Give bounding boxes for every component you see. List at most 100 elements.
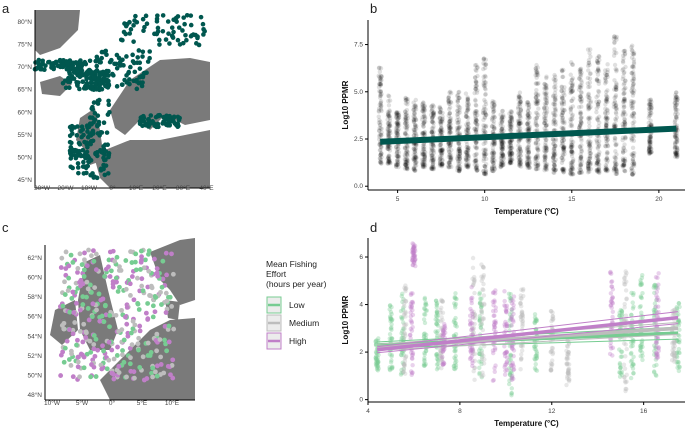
- data-point: [517, 158, 522, 163]
- data-point: [395, 121, 400, 127]
- y-tick-label: 5.0: [354, 89, 363, 96]
- panel-label-a: a: [2, 1, 10, 16]
- lat-tick-label: 75°N: [17, 41, 32, 49]
- data-point: [387, 157, 392, 162]
- survey-point: [90, 70, 95, 75]
- data-point: [393, 134, 399, 140]
- data-point: [490, 104, 495, 109]
- data-point: [385, 109, 391, 115]
- fishing-effort-point: [166, 323, 172, 329]
- data-point: [386, 158, 391, 164]
- data-point: [673, 90, 679, 95]
- data-point: [394, 127, 399, 132]
- data-point: [631, 161, 637, 167]
- fishing-effort-point: [81, 267, 87, 273]
- data-point: [630, 136, 635, 142]
- data-point: [552, 100, 557, 105]
- fishing-effort-point: [66, 275, 72, 281]
- data-point: [385, 146, 390, 151]
- data-point: [403, 162, 408, 168]
- data-point: [578, 67, 583, 72]
- survey-point: [85, 134, 91, 140]
- data-point: [628, 375, 634, 381]
- data-point: [631, 370, 636, 376]
- data-point: [621, 70, 627, 76]
- data-point: [621, 157, 626, 163]
- data-point: [385, 112, 391, 117]
- fishing-effort-point: [169, 303, 175, 309]
- data-point: [535, 69, 540, 75]
- data-point: [452, 363, 457, 369]
- data-point: [395, 158, 400, 163]
- legend-label-medium: Medium: [289, 318, 319, 328]
- survey-point: [152, 31, 157, 37]
- data-point: [560, 74, 566, 80]
- fishing-effort-point: [114, 254, 120, 260]
- data-point: [612, 99, 618, 104]
- survey-point: [175, 37, 181, 43]
- data-point: [394, 153, 399, 159]
- data-point: [470, 326, 475, 331]
- fishing-effort-point: [81, 321, 87, 327]
- data-point: [677, 304, 682, 310]
- data-point: [533, 95, 539, 100]
- data-point: [675, 153, 680, 158]
- data-point: [588, 160, 593, 166]
- data-point: [377, 81, 382, 87]
- survey-point: [148, 113, 154, 118]
- data-point: [394, 115, 399, 120]
- data-point: [402, 109, 408, 114]
- x-tick-label: 5: [396, 196, 400, 203]
- fishing-effort-point: [155, 273, 161, 279]
- survey-point: [139, 83, 145, 89]
- data-point: [379, 92, 384, 97]
- data-point: [587, 151, 592, 156]
- data-point: [479, 350, 485, 356]
- data-point: [389, 325, 394, 330]
- data-point: [410, 353, 415, 358]
- fishing-effort-point: [82, 250, 87, 256]
- data-point: [402, 166, 408, 171]
- data-point: [378, 99, 384, 104]
- data-point: [438, 142, 443, 147]
- data-point: [396, 115, 401, 121]
- data-point: [673, 135, 678, 140]
- data-point: [421, 124, 426, 129]
- data-point: [414, 155, 419, 161]
- data-point: [542, 97, 548, 102]
- fishing-effort-point: [145, 301, 151, 306]
- data-point: [673, 140, 678, 145]
- data-point: [596, 61, 601, 66]
- data-point: [404, 122, 409, 128]
- data-point: [404, 127, 409, 133]
- data-point: [605, 110, 610, 116]
- data-point: [378, 82, 383, 87]
- y-axis-label: Log10 PPMR: [341, 80, 350, 129]
- data-point: [395, 128, 400, 133]
- data-point: [403, 322, 409, 327]
- data-point: [455, 103, 460, 108]
- data-point: [393, 130, 399, 135]
- data-point: [588, 166, 593, 172]
- survey-point: [90, 138, 96, 144]
- survey-point: [123, 31, 128, 37]
- data-point: [395, 160, 400, 165]
- data-point: [605, 116, 610, 121]
- data-point: [385, 144, 390, 150]
- data-point: [387, 118, 393, 124]
- data-point: [403, 125, 408, 130]
- fishing-effort-point: [113, 275, 119, 281]
- data-point: [604, 139, 609, 144]
- survey-point: [142, 24, 147, 30]
- data-point: [378, 78, 383, 83]
- data-point: [612, 135, 618, 141]
- data-point: [385, 156, 390, 162]
- data-point: [377, 81, 382, 87]
- data-point: [596, 89, 602, 95]
- data-point: [481, 281, 486, 287]
- survey-point: [92, 110, 98, 116]
- data-point: [631, 304, 636, 309]
- data-point: [403, 159, 409, 165]
- survey-point: [160, 29, 166, 34]
